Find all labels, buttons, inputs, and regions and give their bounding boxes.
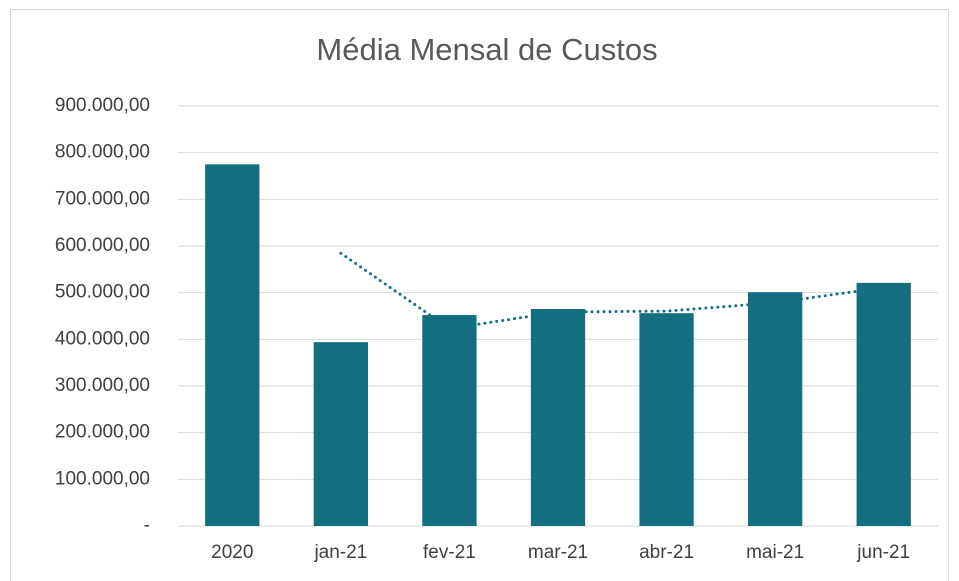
x-tick-label: 2020 xyxy=(211,542,253,563)
bar xyxy=(530,309,586,526)
bar xyxy=(205,164,260,527)
y-tick-label: 500.000,00 xyxy=(55,282,150,303)
x-tick-label: mar-21 xyxy=(528,542,588,563)
y-tick-label: 300.000,00 xyxy=(55,375,150,396)
y-tick-label: 200.000,00 xyxy=(55,422,150,443)
x-tick-label: jan-21 xyxy=(313,542,367,563)
x-tick-label: mai-21 xyxy=(746,542,804,563)
y-tick-label: 700.000,00 xyxy=(55,188,150,209)
bar xyxy=(313,342,368,526)
bar xyxy=(639,313,694,526)
bar xyxy=(748,292,803,526)
chart-title: Média Mensal de Custos xyxy=(316,32,657,67)
y-tick-label: 600.000,00 xyxy=(55,235,150,256)
chart-border xyxy=(10,9,949,581)
y-tick-label: - xyxy=(144,515,150,536)
x-tick-label: jun-21 xyxy=(856,542,910,563)
y-tick-label: 900.000,00 xyxy=(55,95,150,116)
y-tick-label: 800.000,00 xyxy=(55,142,150,163)
bar xyxy=(422,315,477,526)
bar xyxy=(856,282,911,526)
x-tick-label: abr-21 xyxy=(639,542,694,563)
y-tick-label: 400.000,00 xyxy=(55,328,150,349)
x-tick-label: fev-21 xyxy=(423,542,476,563)
y-tick-label: 100.000,00 xyxy=(55,468,150,489)
